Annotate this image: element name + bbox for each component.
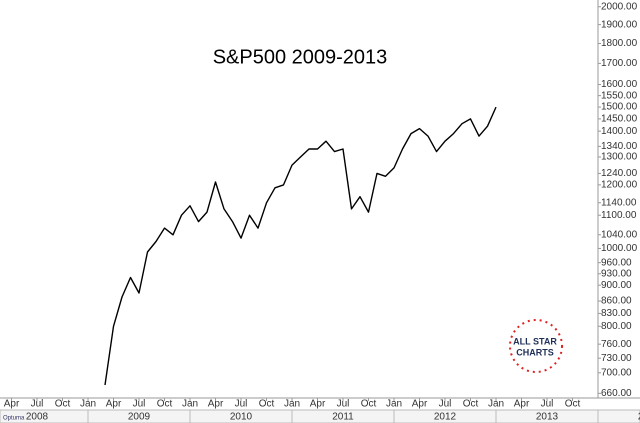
x-tick-label: Jan <box>182 399 198 410</box>
x-tick-label: Jul <box>337 399 350 410</box>
x-tick-label: Oct <box>259 399 275 410</box>
x-tick-label: Jul <box>31 399 44 410</box>
y-tick-label: 1300.00 <box>601 152 638 163</box>
y-tick-label: 660.00 <box>601 388 632 399</box>
x-tick-label: Jul <box>439 399 452 410</box>
y-tick-label: 1200.00 <box>601 180 638 191</box>
y-tick-label: 1600.00 <box>601 79 638 90</box>
x-tick-label: Jan <box>488 399 504 410</box>
watermark: Optuma <box>3 416 25 422</box>
y-tick-label: 1040.00 <box>601 229 638 240</box>
logo-text: CHARTS <box>516 347 554 357</box>
year-label: 2011 <box>332 412 354 423</box>
logo: ALL STAR CHARTS <box>509 319 563 373</box>
y-tick-label: 700.00 <box>601 367 632 378</box>
y-tick-label: 2000.00 <box>601 1 638 12</box>
y-tick-label: 1700.00 <box>601 58 638 69</box>
year-label: 2010 <box>230 412 253 423</box>
chart-title: S&P500 2009-2013 <box>213 46 388 68</box>
y-tick-label: 960.00 <box>601 257 632 268</box>
x-tick-label: Jan <box>284 399 300 410</box>
x-tick-label: Apr <box>412 399 428 410</box>
year-label: 2013 <box>536 412 559 423</box>
logo-ring <box>509 319 563 373</box>
x-tick-label: Apr <box>514 399 530 410</box>
x-tick-label: Apr <box>310 399 326 410</box>
x-tick-label: Jan <box>386 399 402 410</box>
y-tick-label: 860.00 <box>601 296 632 307</box>
x-tick-label: Oct <box>361 399 377 410</box>
year-label: 2012 <box>434 412 457 423</box>
x-tick-label: Jul <box>133 399 146 410</box>
y-tick-label: 930.00 <box>601 268 632 279</box>
y-tick-label: 1140.00 <box>601 197 637 208</box>
y-tick-label: 1000.00 <box>601 243 638 254</box>
logo-text: ALL STAR <box>513 336 557 346</box>
y-tick-label: 1400.00 <box>601 126 638 137</box>
y-tick-label: 730.00 <box>601 353 632 364</box>
year-label: 2014 <box>638 412 640 423</box>
y-tick-label: 1500.00 <box>601 102 638 113</box>
x-tick-label: Jul <box>235 399 248 410</box>
y-tick-label: 1800.00 <box>601 38 638 49</box>
y-tick-label: 760.00 <box>601 339 632 350</box>
x-tick-label: Apr <box>208 399 224 410</box>
year-label: 2008 <box>26 412 49 423</box>
x-tick-label: Oct <box>157 399 173 410</box>
x-tick-label: Jan <box>80 399 96 410</box>
y-tick-label: 1550.00 <box>601 90 638 101</box>
x-tick-label: Oct <box>565 399 581 410</box>
price-line <box>104 106 497 386</box>
y-tick-label: 900.00 <box>601 280 632 291</box>
year-band <box>0 409 640 423</box>
x-tick-label: Apr <box>106 399 122 410</box>
y-tick-label: 1240.00 <box>601 168 638 179</box>
x-tick-label: Apr <box>4 399 20 410</box>
y-tick-label: 1340.00 <box>601 141 638 152</box>
y-tick-label: 800.00 <box>601 321 632 332</box>
y-tick-label: 1900.00 <box>601 19 638 30</box>
y-tick-label: 1450.00 <box>601 114 638 125</box>
y-tick-label: 830.00 <box>601 308 632 319</box>
y-tick-label: 1100.00 <box>601 210 637 221</box>
x-tick-label: Oct <box>463 399 479 410</box>
x-tick-label: Oct <box>55 399 71 410</box>
x-tick-label: Jul <box>541 399 554 410</box>
year-label: 2009 <box>128 412 151 423</box>
